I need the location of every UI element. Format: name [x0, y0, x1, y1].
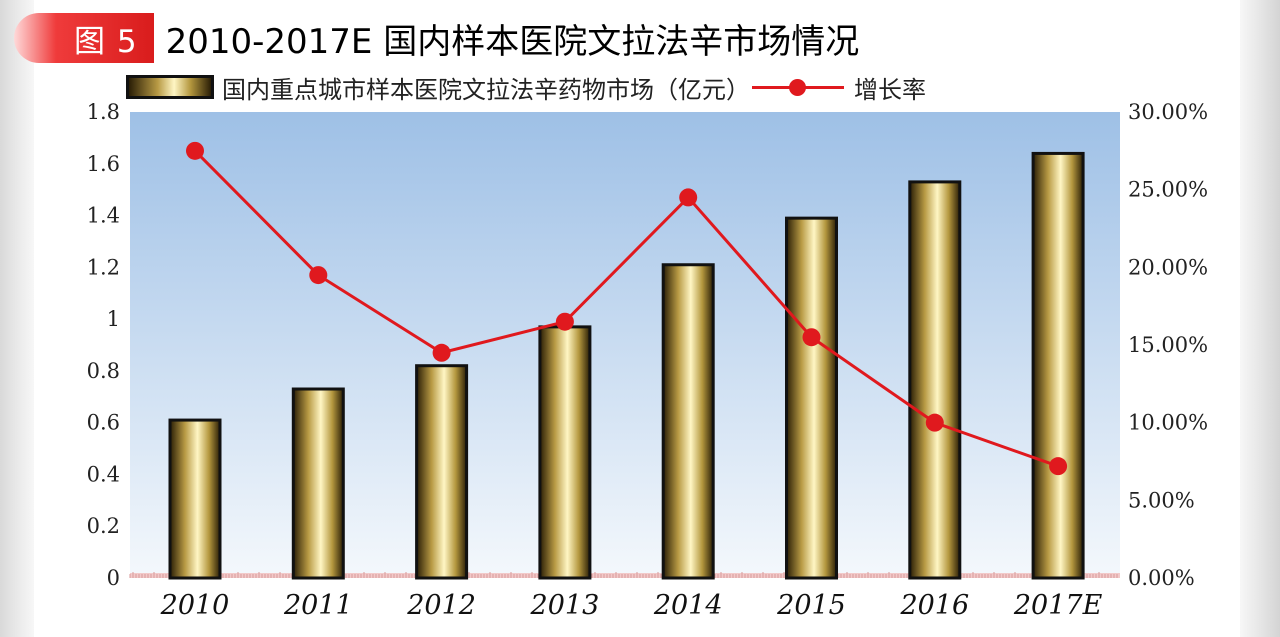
growth-point-2017E — [1049, 457, 1068, 476]
left-axis-tick: 0 — [107, 566, 120, 590]
left-axis-tick: 1.4 — [87, 204, 120, 228]
left-axis-tick: 1 — [107, 307, 120, 331]
x-axis-tick-2012: 2012 — [406, 590, 476, 621]
left-axis-tick: 0.4 — [87, 462, 120, 486]
bar-2013 — [538, 325, 592, 580]
legend-line-label: 增长率 — [854, 75, 926, 104]
legend-bar-swatch — [126, 75, 214, 99]
bar-2011 — [291, 387, 345, 580]
growth-point-2010 — [186, 141, 204, 160]
growth-point-2013 — [555, 312, 574, 331]
x-axis-tick-2013: 2013 — [530, 590, 600, 621]
growth-point-2015 — [802, 328, 821, 347]
growth-point-2014 — [679, 188, 698, 207]
left-axis-tick: 0.8 — [87, 359, 120, 383]
left-axis-tick: 1.6 — [87, 152, 120, 176]
right-axis-tick: 10.00% — [1128, 411, 1208, 435]
growth-point-2011 — [309, 266, 328, 285]
x-axis-tick-2014: 2014 — [653, 590, 723, 621]
figure-header: 图 5 2010-2017E 国内样本医院文拉法辛市场情况 — [14, 12, 859, 64]
left-axis-tick: 0.2 — [87, 514, 120, 538]
right-axis-tick: 30.00% — [1128, 100, 1208, 124]
right-axis-tick: 20.00% — [1128, 255, 1208, 279]
page-right-edge — [1240, 0, 1280, 637]
chart-legend: 国内重点城市样本医院文拉法辛药物市场（亿元） 增长率 — [126, 70, 926, 104]
right-axis-tick: 5.00% — [1128, 488, 1195, 512]
x-axis-tick-2015: 2015 — [776, 590, 846, 621]
legend-line-swatch — [752, 72, 844, 102]
right-axis-tick: 15.00% — [1128, 333, 1208, 357]
page-left-edge — [0, 0, 34, 637]
x-axis-tick-2010: 2010 — [160, 590, 230, 621]
legend-bar-label: 国内重点城市样本医院文拉法辛药物市场（亿元） — [222, 75, 750, 104]
growth-point-2016 — [925, 413, 944, 432]
left-axis-tick: 1.8 — [87, 100, 120, 124]
right-axis-tick: 25.00% — [1128, 178, 1208, 202]
growth-rate-line — [193, 149, 1059, 468]
figure-number-badge: 图 5 — [14, 13, 154, 63]
x-axis-tick-2017E: 2017E — [1013, 590, 1103, 621]
x-axis-tick-2016: 2016 — [899, 590, 969, 621]
left-axis-tick: 0.6 — [87, 411, 120, 435]
figure-title: 2010-2017E 国内样本医院文拉法辛市场情况 — [165, 21, 860, 62]
x-axis-tick-2011: 2011 — [283, 590, 353, 621]
right-axis-tick: 0.00% — [1128, 566, 1195, 590]
bar-2017E — [1031, 151, 1085, 580]
bar-2012 — [415, 364, 469, 580]
left-axis-tick: 1.2 — [87, 255, 120, 279]
growth-point-2012 — [432, 343, 451, 362]
bar-2014 — [661, 263, 715, 580]
plot-area — [130, 112, 1120, 578]
bar-2015 — [785, 216, 838, 580]
bar-2010 — [168, 418, 222, 580]
bar-2016 — [908, 180, 962, 580]
